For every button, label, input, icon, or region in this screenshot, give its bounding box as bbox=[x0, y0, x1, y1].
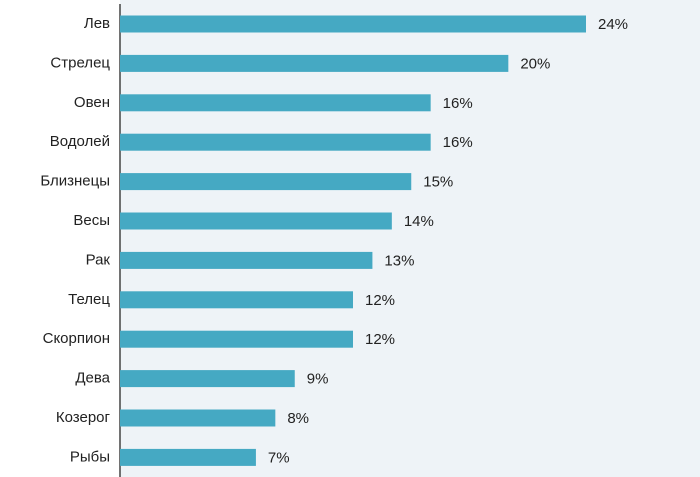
category-label: Лев bbox=[84, 15, 110, 32]
category-label: Дева bbox=[75, 370, 110, 387]
value-label: 14% bbox=[404, 213, 434, 230]
bar bbox=[120, 173, 412, 191]
plot-background bbox=[120, 0, 700, 477]
value-label: 7% bbox=[268, 449, 290, 466]
value-label: 15% bbox=[423, 174, 453, 191]
value-label: 16% bbox=[443, 95, 473, 112]
bar bbox=[120, 370, 295, 388]
bar bbox=[120, 15, 586, 33]
bar bbox=[120, 133, 431, 151]
category-label: Рыбы bbox=[70, 448, 110, 465]
bar bbox=[120, 94, 431, 112]
value-label: 8% bbox=[287, 410, 309, 427]
category-label: Телец bbox=[68, 291, 110, 308]
category-label: Водолей bbox=[50, 133, 110, 150]
bar bbox=[120, 212, 392, 230]
category-label: Козерог bbox=[56, 409, 111, 426]
bar bbox=[120, 251, 373, 269]
bar bbox=[120, 448, 256, 466]
bar bbox=[120, 330, 353, 348]
value-label: 12% bbox=[365, 331, 395, 348]
bar bbox=[120, 409, 276, 427]
value-label: 12% bbox=[365, 292, 395, 309]
category-label: Рак bbox=[86, 251, 111, 268]
value-label: 16% bbox=[443, 134, 473, 151]
category-label: Стрелец bbox=[50, 54, 110, 71]
bar bbox=[120, 291, 353, 309]
value-label: 13% bbox=[384, 252, 414, 269]
category-label: Близнецы bbox=[40, 173, 110, 190]
value-label: 20% bbox=[520, 55, 550, 72]
category-label: Скорпион bbox=[43, 330, 110, 347]
value-label: 24% bbox=[598, 16, 628, 33]
bar bbox=[120, 54, 509, 72]
category-label: Овен bbox=[74, 94, 110, 111]
category-label: Весы bbox=[73, 212, 110, 229]
value-label: 9% bbox=[307, 371, 329, 388]
